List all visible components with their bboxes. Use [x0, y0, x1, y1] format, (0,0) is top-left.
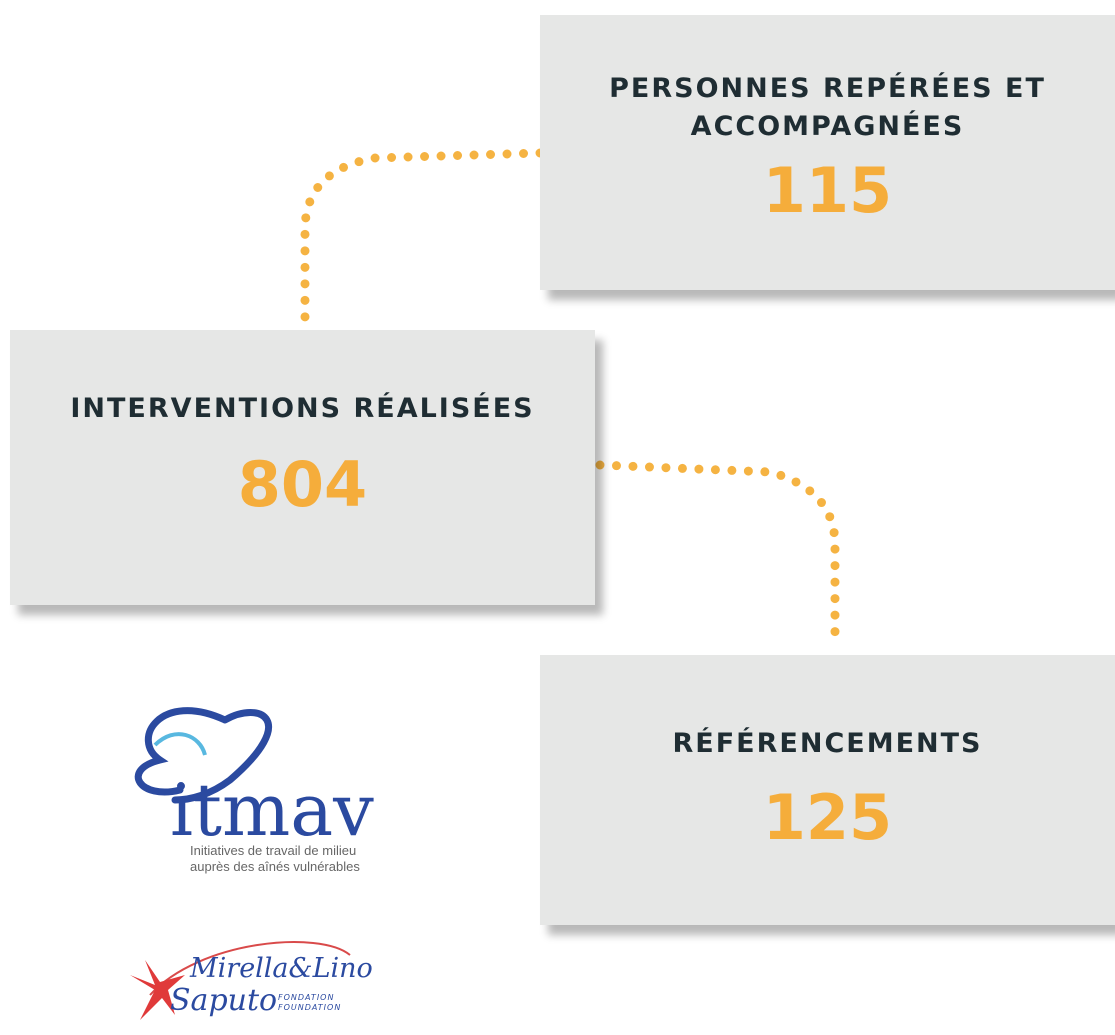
saputo-line1: Mirella&Lino [190, 953, 373, 984]
tagline-line: auprès des aînés vulnérables [190, 859, 360, 874]
stat-value: 115 [762, 154, 893, 227]
foundation-en: FOUNDATION [278, 1003, 342, 1012]
saputo-foundation: FONDATION FOUNDATION [278, 993, 341, 1013]
stat-label: PERSONNES REPÉRÉES ET ACCOMPAGNÉES [609, 73, 1046, 142]
itmav-heart [134, 707, 272, 804]
tagline-line: Initiatives de travail de milieu [190, 843, 357, 858]
stat-value: 804 [237, 448, 368, 521]
saputo-figure [130, 960, 185, 1020]
itmav-tagline: Initiatives de travail de milieu auprès … [190, 843, 360, 875]
stat-value: 125 [762, 781, 893, 854]
stat-box: INTERVENTIONS RÉALISÉES 804 [10, 330, 595, 605]
itmav-name: itmav [170, 768, 374, 852]
saputo-line2: Saputo [170, 983, 278, 1018]
stat-box: RÉFÉRENCEMENTS 125 [540, 655, 1115, 925]
dotted-connector [300, 148, 545, 335]
stat-label: INTERVENTIONS RÉALISÉES [70, 393, 535, 424]
stat-label: RÉFÉRENCEMENTS [672, 728, 983, 759]
itmav-swoosh [153, 732, 207, 756]
dotted-connector [595, 460, 840, 653]
saputo-arc [149, 941, 351, 996]
stat-box: PERSONNES REPÉRÉES ET ACCOMPAGNÉES 115 [540, 15, 1115, 290]
foundation-fr: FONDATION [278, 993, 335, 1002]
